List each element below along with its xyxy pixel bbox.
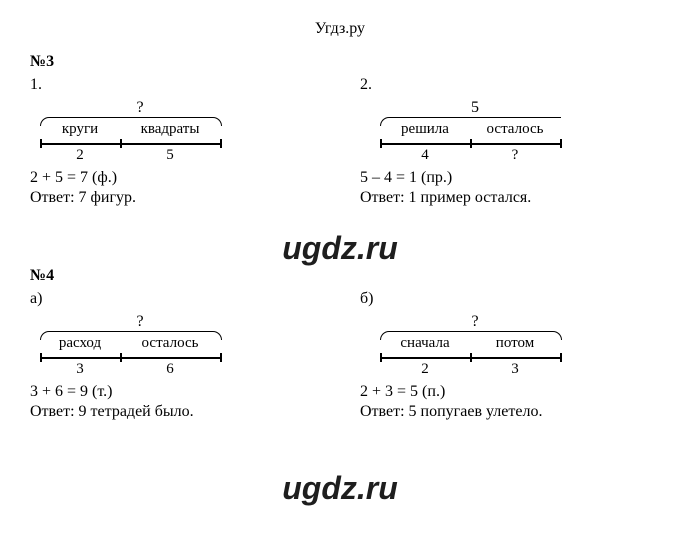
problem-3-sub1-answer: Ответ: 7 фигур. — [30, 189, 320, 207]
top-label: ? — [130, 99, 150, 117]
problem-4-sub1-answer: Ответ: 9 тетрадей было. — [30, 403, 320, 421]
problem-4-sub2-equation: 2 + 3 = 5 (п.) — [360, 383, 650, 401]
watermark-2: ugdz.ru — [282, 470, 398, 507]
page-header: Угдз.ру — [30, 20, 650, 38]
problem-3-sub1-diagram: ? круги квадраты 2 5 — [30, 99, 250, 164]
bracket-dash — [490, 117, 560, 119]
problem-3-sub2-equation: 5 – 4 = 1 (пр.) — [360, 169, 650, 187]
problem-3-sub1-label: 1. — [30, 76, 320, 94]
part-label-2: потом — [470, 335, 560, 352]
bottom-val-1: 3 — [40, 361, 120, 378]
problem-3-sub2-label: 2. — [360, 76, 650, 94]
part-label-2: осталось — [470, 121, 560, 138]
part-label-1: круги — [40, 121, 120, 138]
part-label-1: сначала — [380, 335, 470, 352]
problem-3-col-2: 2. 5 решила осталось 4 ? 5 – 4 = 1 (пр.)… — [360, 76, 650, 207]
problem-4-sub2-answer: Ответ: 5 попугаев улетело. — [360, 403, 650, 421]
problem-3-sub2-answer: Ответ: 1 пример остался. — [360, 189, 650, 207]
part-label-1: решила — [380, 121, 470, 138]
bottom-val-1: 2 — [380, 361, 470, 378]
problem-3-number: №3 — [30, 53, 650, 71]
problem-4-col-2: б) ? сначала потом 2 3 2 + 3 = 5 (п.) От… — [360, 290, 650, 421]
problem-4-columns: а) ? расход осталось 3 6 3 + 6 = 9 (т.) … — [30, 290, 650, 421]
problem-3-sub2-diagram: 5 решила осталось 4 ? — [360, 99, 580, 164]
bottom-val-1: 4 — [380, 147, 470, 164]
problem-4-sub1-label: а) — [30, 290, 320, 308]
bottom-val-2: 5 — [120, 147, 220, 164]
part-label-2: квадраты — [120, 121, 220, 138]
tick — [220, 139, 222, 148]
part-label-1: расход — [40, 335, 120, 352]
tick — [220, 353, 222, 362]
bottom-val-1: 2 — [40, 147, 120, 164]
watermark-1: ugdz.ru — [282, 230, 398, 267]
problem-4-sub2-diagram: ? сначала потом 2 3 — [360, 313, 580, 378]
problem-4-sub1-diagram: ? расход осталось 3 6 — [30, 313, 250, 378]
problem-3-sub1-equation: 2 + 5 = 7 (ф.) — [30, 169, 320, 187]
bottom-val-2: 6 — [120, 361, 220, 378]
problem-4-col-1: а) ? расход осталось 3 6 3 + 6 = 9 (т.) … — [30, 290, 320, 421]
top-label: 5 — [465, 99, 485, 117]
problem-3-columns: 1. ? круги квадраты 2 5 2 + 5 = 7 (ф.) О… — [30, 76, 650, 207]
problem-4-sub1-equation: 3 + 6 = 9 (т.) — [30, 383, 320, 401]
problem-3-col-1: 1. ? круги квадраты 2 5 2 + 5 = 7 (ф.) О… — [30, 76, 320, 207]
tick — [560, 353, 562, 362]
problem-4-number: №4 — [30, 267, 650, 285]
part-label-2: осталось — [120, 335, 220, 352]
baseline — [40, 143, 220, 145]
bottom-val-2: 3 — [470, 361, 560, 378]
top-label: ? — [465, 313, 485, 331]
tick — [560, 139, 562, 148]
problem-4-sub2-label: б) — [360, 290, 650, 308]
baseline — [40, 357, 220, 359]
top-label: ? — [130, 313, 150, 331]
bottom-val-2: ? — [470, 147, 560, 164]
